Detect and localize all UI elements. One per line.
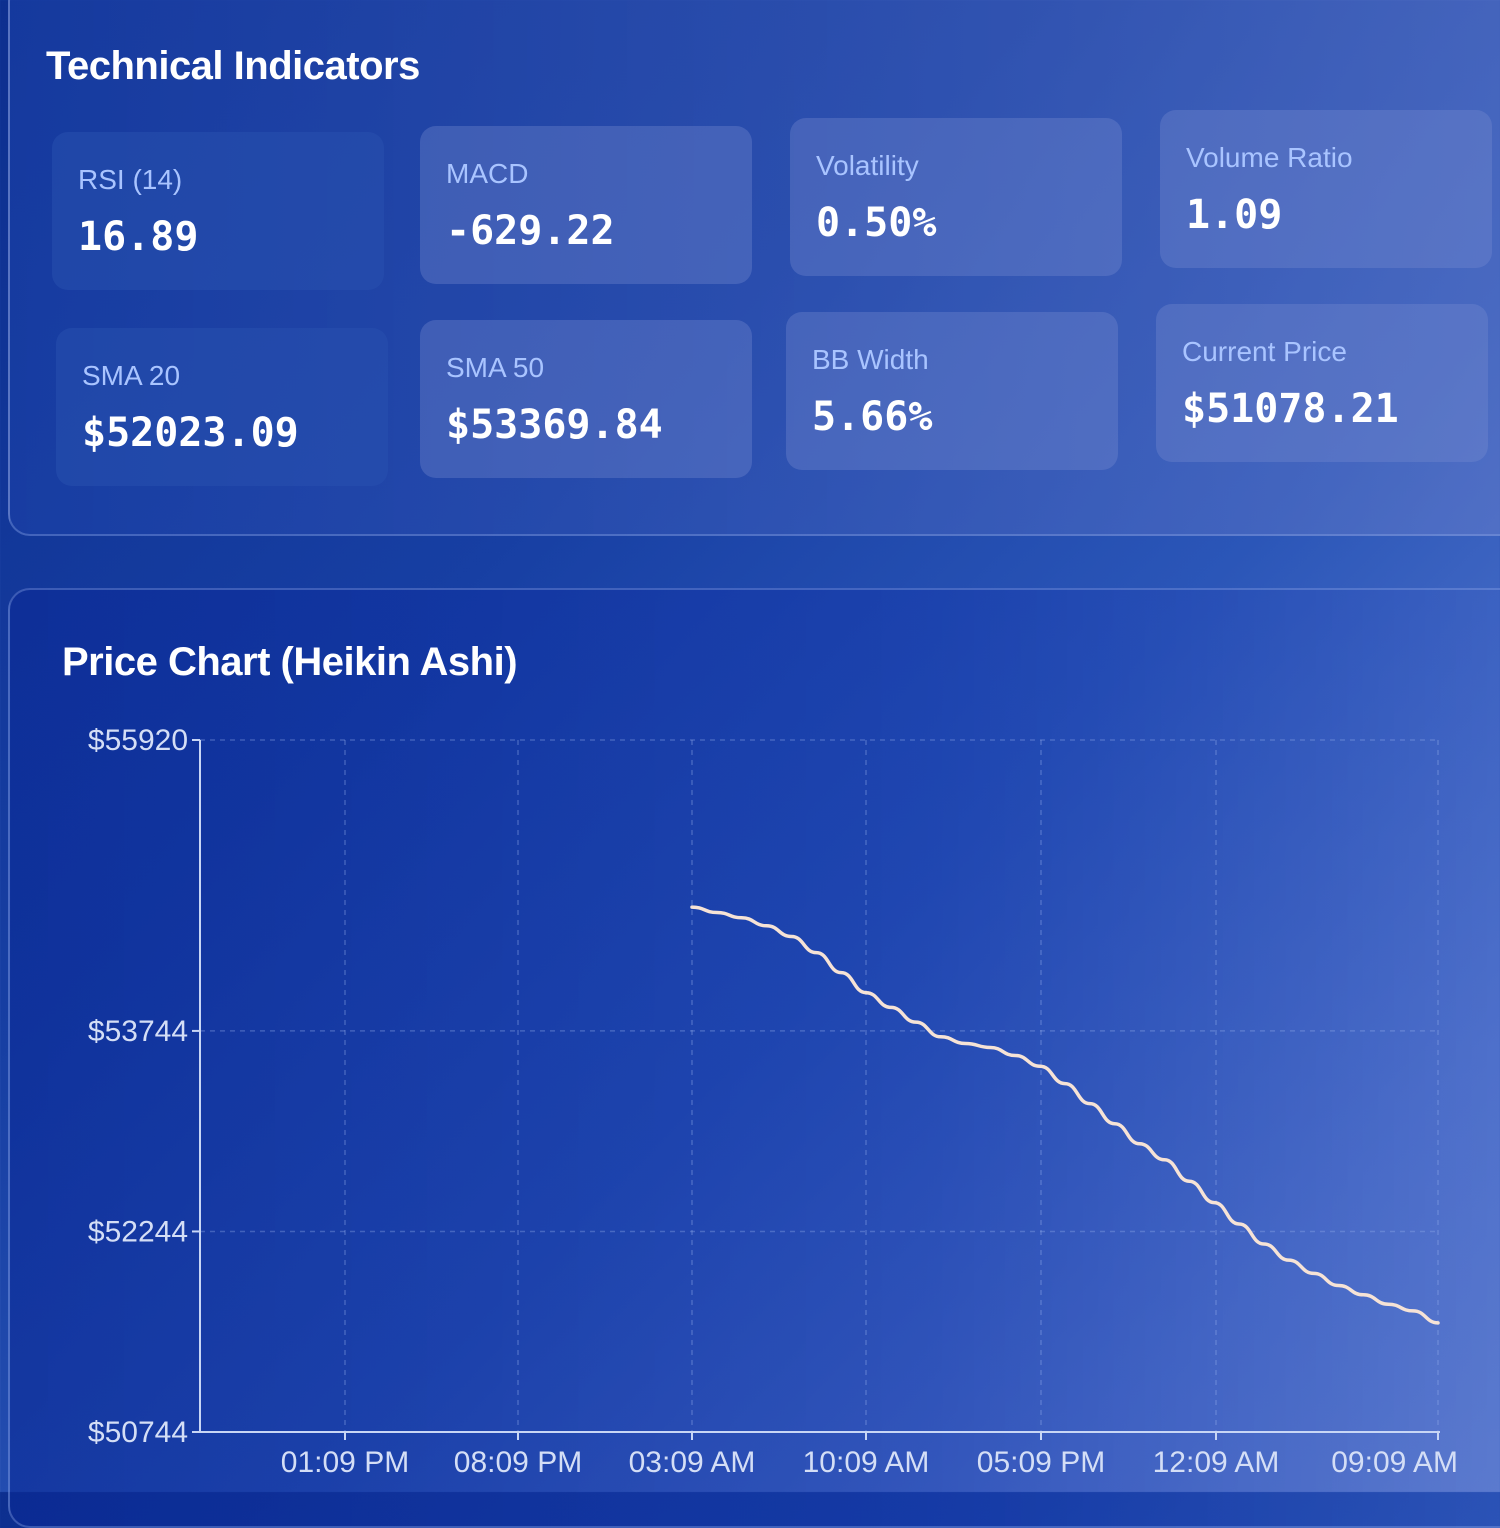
x-tick-label: 03:09 AM [629,1446,756,1479]
price-chart-panel [8,588,1500,1528]
current-price-value: $51078.21 [1182,386,1399,432]
chart-axes: $55920 $53744 $52244 $50744 01:09 PM 08:09 PM… [88,724,1458,1479]
volume-ratio-value: 1.09 [1186,192,1283,238]
x-tick-label: 01:09 PM [281,1446,409,1479]
sma-20-card: SMA 20 $52023.09 [56,328,388,486]
sma-20-label: SMA 20 [82,360,181,391]
chart-series [690,905,1440,1325]
price-chart-title: Price Chart (Heikin Ashi) [62,640,518,684]
macd-card: MACD -629.22 [420,126,752,284]
x-tick-label: 09:09 AM [1331,1446,1458,1479]
y-tick-label: $52244 [88,1215,188,1248]
price-chart: $55920 $53744 $52244 $50744 01:09 PM 08:09 PM… [88,724,1458,1479]
bb-width-label: BB Width [812,344,929,375]
sma-50-label: SMA 50 [446,352,545,383]
chart-grid [200,739,1440,1433]
sma-20-value: $52023.09 [82,410,299,456]
x-tick-label: 05:09 PM [977,1446,1105,1479]
price-line [690,905,1440,1325]
bb-width-card: BB Width 5.66% [786,312,1118,470]
x-tick-label: 08:09 PM [454,1446,582,1479]
y-tick-label: $50744 [88,1416,188,1449]
macd-label: MACD [446,158,529,189]
current-price-card: Current Price $51078.21 [1156,304,1488,462]
indicators-title: Technical Indicators [46,44,420,88]
y-tick-label: $53744 [88,1015,188,1048]
rsi-value: 16.89 [78,214,199,260]
sma-50-card: SMA 50 $53369.84 [420,320,752,478]
x-tick-label: 12:09 AM [1153,1446,1280,1479]
x-tick-label: 10:09 AM [803,1446,930,1479]
volume-ratio-label: Volume Ratio [1186,142,1353,173]
bb-width-value: 5.66% [812,394,933,440]
volatility-card: Volatility 0.50% [790,118,1122,276]
y-tick-label: $55920 [88,724,188,757]
rsi-label: RSI (14) [78,164,183,195]
rsi-card: RSI (14) 16.89 [52,132,384,290]
sma-50-value: $53369.84 [446,402,663,448]
macd-value: -629.22 [446,208,615,254]
volatility-value: 0.50% [816,200,937,246]
volume-ratio-card: Volume Ratio 1.09 [1160,110,1492,268]
current-price-label: Current Price [1182,336,1347,367]
volatility-label: Volatility [816,150,919,181]
